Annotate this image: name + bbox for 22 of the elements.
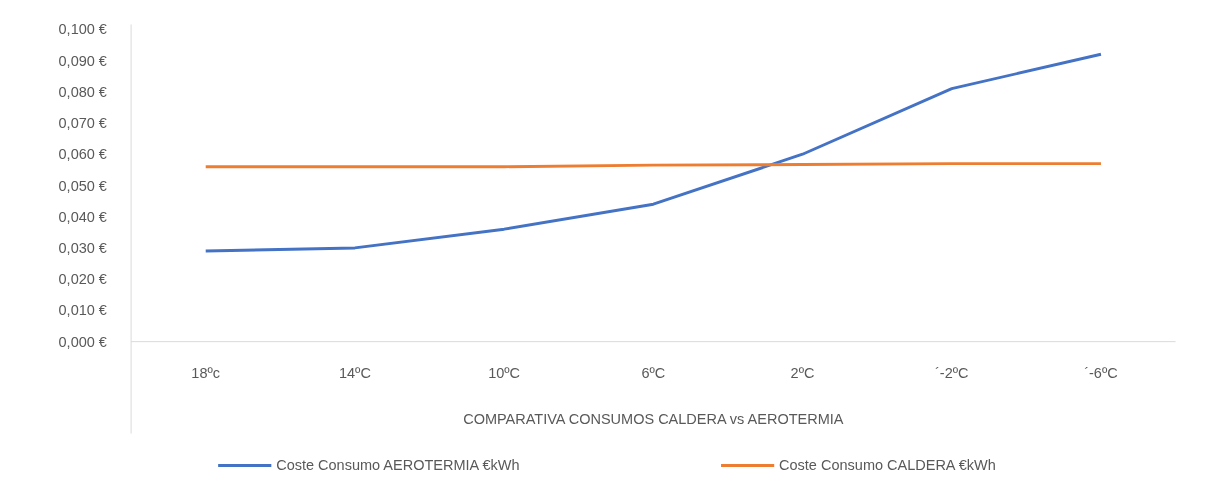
y-tick-label: 0,010 € — [58, 302, 107, 319]
y-tick-label: 0,070 € — [58, 115, 107, 132]
x-tick-label: 10ºC — [488, 365, 521, 382]
y-tick-label: 0,040 € — [58, 208, 107, 225]
x-tick-label: 14ºC — [338, 365, 371, 382]
x-tick-label: ´-6ºC — [1084, 365, 1118, 382]
y-tick-label: 0,020 € — [58, 271, 107, 288]
x-tick-label: 2ºC — [790, 365, 815, 382]
y-tick-label: 0,080 € — [58, 83, 107, 100]
x-tick-label: 6ºC — [641, 365, 666, 382]
legend-label: Coste Consumo AEROTERMIA €kWh — [276, 457, 520, 474]
y-tick-label: 0,060 € — [58, 146, 107, 163]
y-tick-label: 0,100 € — [58, 21, 107, 38]
x-tick-label: ´-2ºC — [935, 365, 969, 382]
y-tick-label: 0,030 € — [58, 240, 107, 257]
line-series — [204, 52, 1103, 253]
y-tick-label: 0,090 € — [58, 52, 107, 69]
y-tick-label: 0,050 € — [58, 177, 107, 194]
x-tick-label: 18ºc — [191, 365, 221, 382]
legend-label: Coste Consumo CALDERA €kWh — [779, 457, 996, 474]
x-axis-title: COMPARATIVA CONSUMOS CALDERA vs AEROTERMIA — [463, 410, 844, 427]
y-tick-label: 0,000 € — [58, 333, 107, 350]
